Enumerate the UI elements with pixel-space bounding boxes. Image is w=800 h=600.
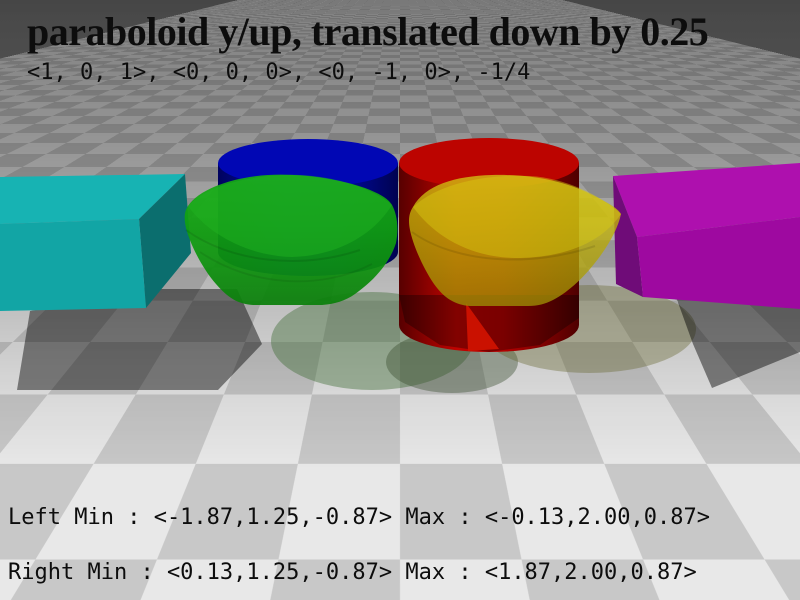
cyan-box-top-face <box>0 174 185 224</box>
green-paraboloid-rim <box>188 174 392 257</box>
shadow-magenta-box <box>676 289 800 388</box>
magenta-box-front-face <box>637 217 800 309</box>
cyan-box <box>0 174 191 311</box>
yellow-paraboloid-body <box>409 174 621 306</box>
red-cylinder-cap <box>399 138 579 188</box>
magenta-box <box>613 163 800 309</box>
red-cylinder-shade-band <box>399 295 579 352</box>
yellow-paraboloid-rim <box>413 175 621 258</box>
shadow-cyan-box <box>17 289 262 390</box>
parameters-text: <1, 0, 1>, <0, 0, 0>, <0, -1, 0>, -1/4 <box>27 60 531 85</box>
yellow-paraboloid-facet-line <box>411 231 596 261</box>
blue-cylinder-cap <box>218 139 398 187</box>
bounds-right-text: Right Min : <0.13,1.25,-0.87> Max : <1.8… <box>8 560 697 585</box>
magenta-box-side-face <box>613 176 643 297</box>
bounds-left-text: Left Min : <-1.87,1.25,-0.87> Max : <-0.… <box>8 505 710 530</box>
yellow-paraboloid <box>409 174 621 306</box>
green-paraboloid-facet-line <box>185 229 361 262</box>
green-paraboloid-facet-line-2 <box>199 251 373 283</box>
page-title: paraboloid y/up, translated down by 0.25 <box>27 9 709 54</box>
red-cylinder-lit-wedge <box>466 303 499 351</box>
cyan-box-front-face <box>0 219 146 311</box>
green-paraboloid <box>184 174 398 305</box>
cyan-box-side-face <box>139 174 191 308</box>
magenta-box-top-face <box>613 163 800 237</box>
